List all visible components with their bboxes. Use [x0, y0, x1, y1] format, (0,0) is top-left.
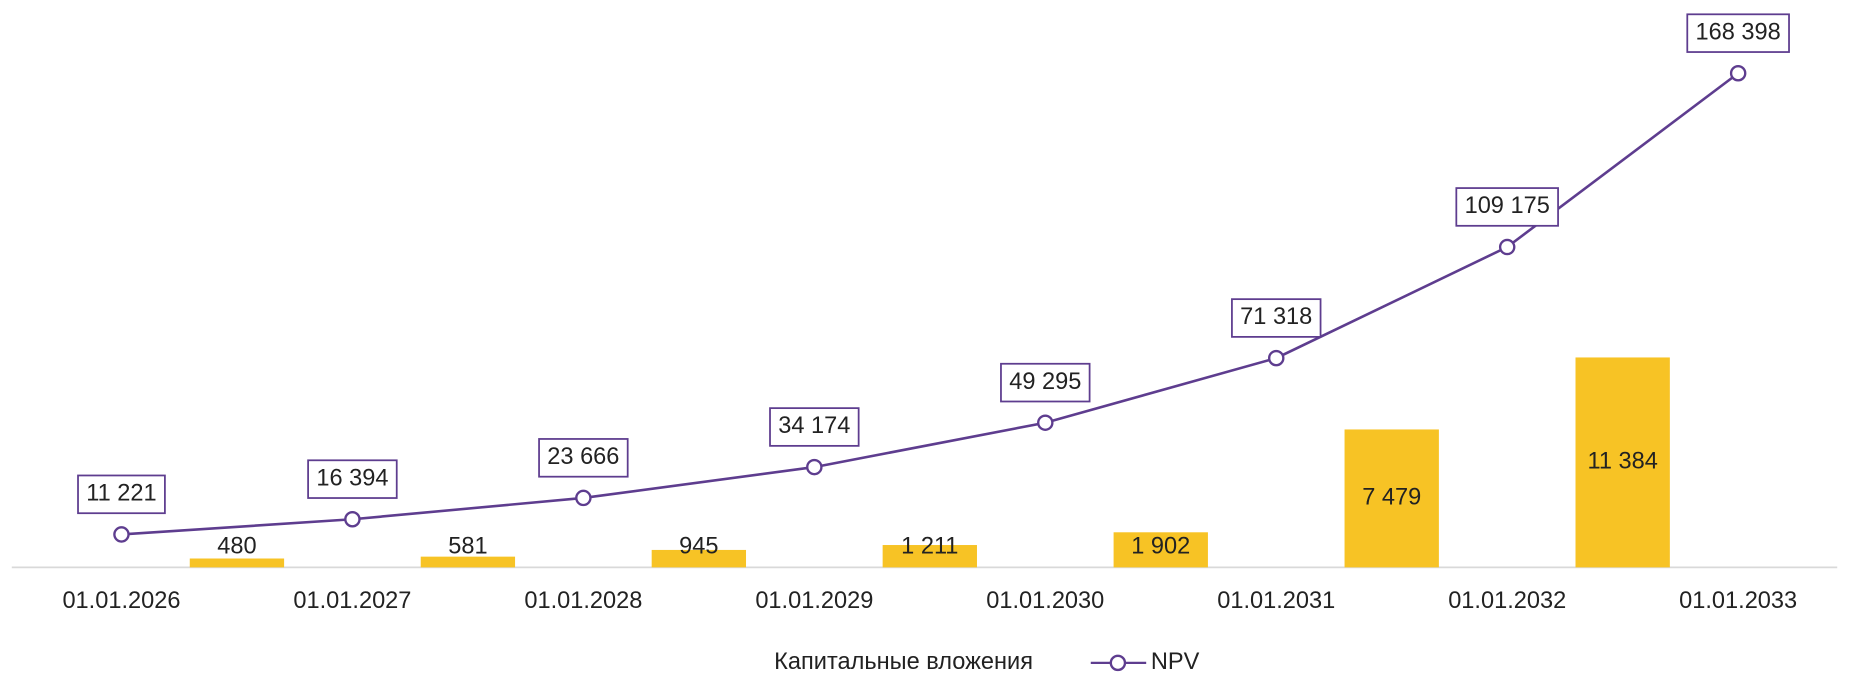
- x-tick-label: 01.01.2026: [62, 587, 180, 613]
- bar: [651, 549, 747, 568]
- npv-point: [1037, 414, 1054, 431]
- npv-point: [1498, 238, 1516, 256]
- x-tick-label: 01.01.2027: [293, 587, 411, 613]
- npv-value-label: 11 221: [86, 480, 156, 506]
- label-box: [1455, 187, 1559, 227]
- legend-marker: [1109, 654, 1127, 672]
- npv-value-label: 23 666: [547, 443, 619, 469]
- x-tick-label: 01.01.2033: [1679, 587, 1797, 613]
- x-tick-label: 01.01.2032: [1448, 587, 1566, 613]
- npv-point: [1729, 65, 1747, 82]
- label-box: [1231, 298, 1322, 338]
- label-box: [1000, 362, 1091, 403]
- npv-point: [344, 511, 361, 528]
- bar-value-label: 1 211: [901, 533, 958, 559]
- label-box: [1686, 13, 1790, 53]
- legend-label: NPV: [1151, 648, 1200, 674]
- label-box: [538, 438, 629, 478]
- label-box: [307, 459, 398, 499]
- bar: [189, 558, 285, 568]
- x-tick-label: 01.01.2030: [986, 587, 1104, 613]
- npv-point: [575, 489, 592, 507]
- npv-value-label: 168 398: [1696, 18, 1781, 44]
- x-tick-label: 01.01.2028: [524, 587, 642, 613]
- bar-value-label: 945: [679, 533, 718, 559]
- npv-line: [121, 72, 1739, 536]
- bar-value-label: 7 479: [1362, 484, 1421, 510]
- npv-value-label: 34 174: [778, 412, 850, 438]
- bar: [1344, 429, 1439, 568]
- npv-value-label: 109 175: [1465, 192, 1550, 218]
- x-tick-label: 01.01.2031: [1217, 587, 1335, 613]
- npv-value-label: 71 318: [1240, 303, 1312, 329]
- x-tick-label: 01.01.2029: [755, 587, 873, 613]
- npv-value-label: 49 295: [1009, 368, 1081, 394]
- label-box: [769, 407, 860, 447]
- bar: [1113, 532, 1208, 568]
- bar-value-label: 480: [217, 533, 256, 559]
- npv-point: [1267, 349, 1285, 367]
- bar: [1575, 357, 1670, 568]
- npv-point: [806, 458, 823, 476]
- bar-value-label: 581: [448, 533, 487, 559]
- npv-point: [113, 526, 130, 543]
- bar: [882, 545, 977, 568]
- bar: [420, 556, 516, 568]
- bar-value-label: 1 902: [1131, 533, 1190, 559]
- label-box: [77, 474, 166, 515]
- legend-label: Капитальные вложения: [774, 648, 1033, 674]
- npv-value-label: 16 394: [316, 464, 388, 490]
- bar-value-label: 11 384: [1587, 448, 1657, 474]
